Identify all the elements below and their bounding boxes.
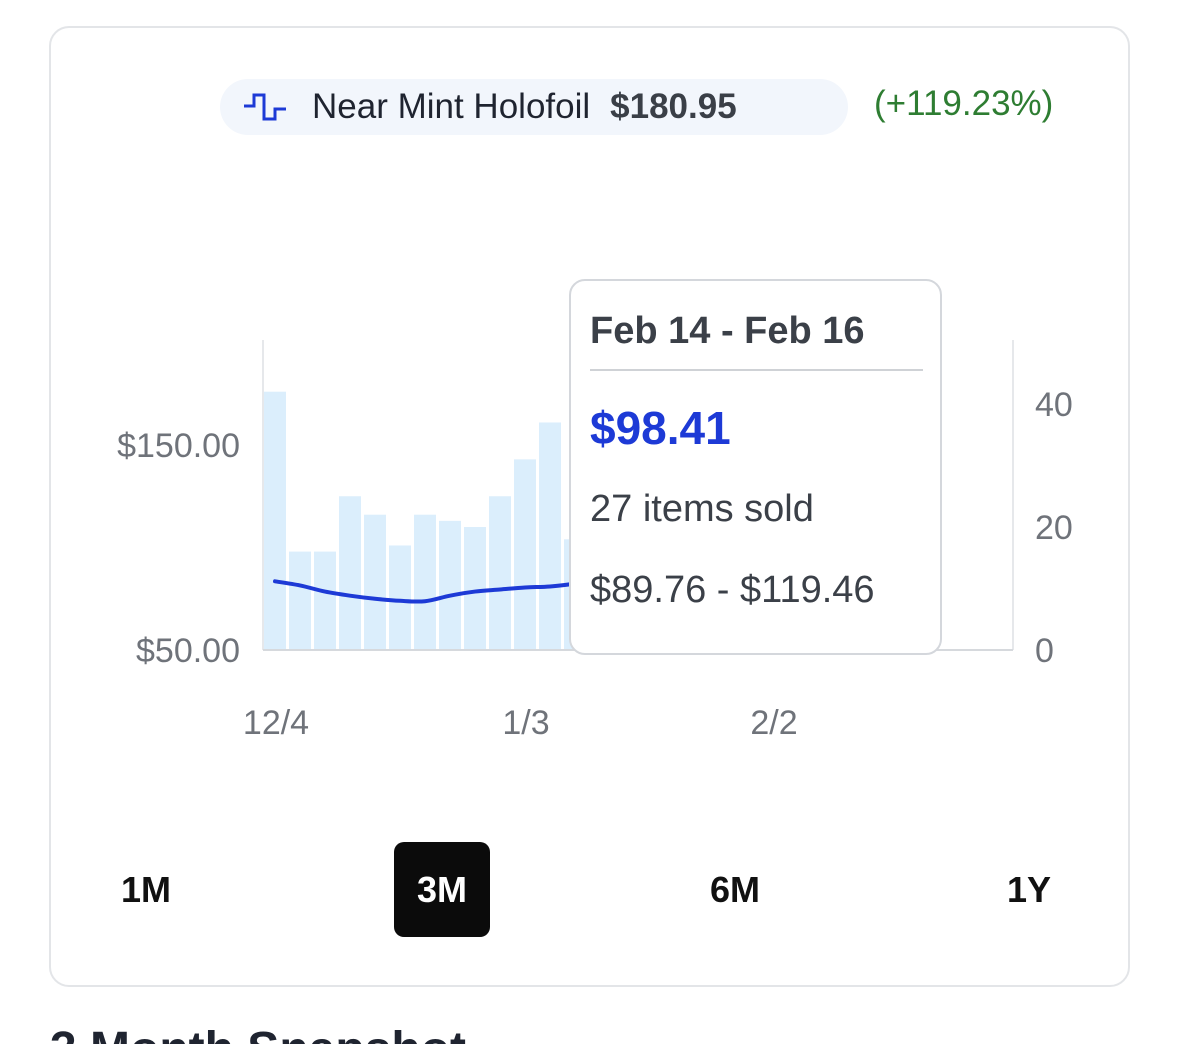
data-tooltip: Feb 14 - Feb 16 $98.41 27 items sold $89… — [569, 279, 942, 655]
y-right-tick-label: 40 — [1035, 386, 1073, 424]
price-change-percent: (+119.23%) — [874, 84, 1054, 123]
tooltip-price: $98.41 — [590, 402, 731, 454]
range-button-3m[interactable]: 3M — [394, 842, 490, 937]
y-right-tick-label: 20 — [1035, 509, 1073, 547]
volume-bar — [439, 520, 461, 650]
x-tick-label: 1/3 — [502, 704, 549, 742]
legend-current-price: $180.95 — [610, 87, 737, 126]
step-line-icon — [242, 92, 290, 122]
volume-bar — [464, 527, 486, 650]
tooltip-items-sold: 27 items sold — [590, 488, 814, 530]
x-tick-label: 2/2 — [750, 704, 797, 742]
legend-condition-label: Near Mint Holofoil — [312, 87, 591, 126]
range-button-1y[interactable]: 1Y — [1006, 868, 1052, 910]
range-button-1m[interactable]: 1M — [120, 868, 171, 910]
axis-labels: $150.00 $50.00 40 20 0 12/4 1/3 2/2 — [117, 386, 1073, 742]
volume-bar — [264, 391, 286, 650]
volume-bar — [414, 514, 436, 650]
volume-bar — [539, 422, 561, 650]
series-legend[interactable]: Near Mint Holofoil $180.95 — [220, 79, 848, 135]
section-heading: 3 Month Snapshot — [50, 1026, 466, 1044]
y-right-tick-label: 0 — [1035, 632, 1054, 670]
tooltip-price-range: $89.76 - $119.46 — [590, 569, 875, 611]
volume-bar — [489, 496, 511, 650]
volume-bar — [289, 551, 311, 650]
range-button-6m[interactable]: 6M — [709, 868, 760, 910]
volume-bar — [389, 545, 411, 650]
x-tick-label: 12/4 — [243, 704, 309, 742]
volume-bar — [339, 496, 361, 650]
volume-bar — [514, 459, 536, 650]
tooltip-date-range: Feb 14 - Feb 16 — [590, 310, 865, 352]
volume-bar — [314, 551, 336, 650]
volume-bar — [364, 514, 386, 650]
tooltip-divider — [590, 369, 923, 371]
y-left-tick-label: $50.00 — [136, 632, 240, 670]
y-left-tick-label: $150.00 — [117, 427, 240, 465]
